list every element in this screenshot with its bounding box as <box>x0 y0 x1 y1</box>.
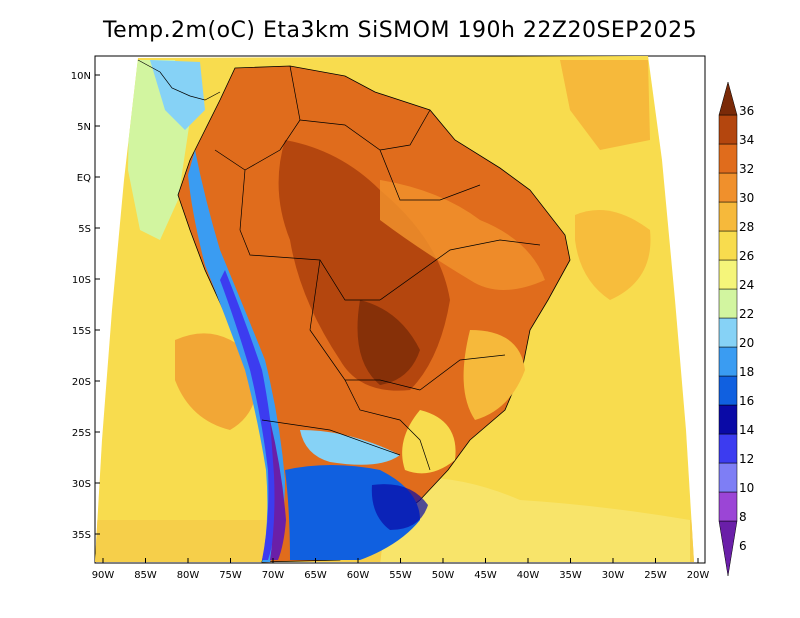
colorbar-level-label: 36 <box>739 104 754 118</box>
lon-tick-label: 40W <box>517 570 540 581</box>
colorbar-segment <box>718 143 738 174</box>
south-brazil-area <box>402 410 456 474</box>
lon-tick-label: 35W <box>559 570 582 581</box>
latitude-axis: 10N 5N EQ 5S 10S 15S 20S 25S 30S 35S <box>71 71 100 541</box>
hot-interior-core <box>278 140 450 391</box>
uruguay-cold <box>371 484 428 530</box>
colorbar-level-label: 6 <box>739 539 747 553</box>
colorbar-level-label: 32 <box>739 162 754 176</box>
colorbar-level-label: 14 <box>739 423 754 437</box>
lon-tick-label: 55W <box>389 570 412 581</box>
lat-tick-label: 15S <box>72 326 91 337</box>
southeast-brazil-area <box>463 330 525 420</box>
colorbar-level-label: 20 <box>739 336 754 350</box>
south-america-landmass <box>177 65 571 563</box>
colorbar-level-label: 34 <box>739 133 754 147</box>
lon-tick-label: 20W <box>687 570 710 581</box>
lat-tick-label: 10N <box>71 71 91 82</box>
border-brazil-states-south <box>419 354 506 391</box>
colorbar-segment <box>718 433 738 464</box>
border-peru-brazil <box>239 169 380 301</box>
colorbar-level-label: 24 <box>739 278 754 292</box>
lat-tick-label: 25S <box>72 428 91 439</box>
lon-tick-label: 30W <box>602 570 625 581</box>
atlantic-warm-area-2 <box>575 210 651 300</box>
south-atlantic-cool <box>380 477 690 562</box>
colorbar-segment-low <box>718 520 738 577</box>
lat-tick-label: 35S <box>72 530 91 541</box>
colorbar-segment <box>718 491 738 522</box>
lat-tick-label: EQ <box>77 173 91 184</box>
colorbar-level-label: 12 <box>739 452 754 466</box>
atlantic-warm-area <box>560 60 650 150</box>
colorbar: 6 8 10 12 14 16 18 20 22 24 26 28 30 32 34 36 <box>718 81 754 577</box>
colorbar-segment <box>718 259 738 290</box>
lat-tick-label: 5S <box>78 224 91 235</box>
border-brazil-states-north <box>379 239 541 301</box>
lon-tick-label: 25W <box>644 570 667 581</box>
colorbar-level-label: 18 <box>739 365 754 379</box>
colorbar-segment <box>718 404 738 435</box>
andes-cool-ridge <box>188 150 285 562</box>
colorbar-level-label: 26 <box>739 249 754 263</box>
colorbar-segment <box>718 230 738 261</box>
andes-coldest <box>270 420 286 560</box>
colorbar-segment <box>718 462 738 493</box>
colorbar-level-label: 22 <box>739 307 754 321</box>
border-colombia <box>214 65 301 171</box>
colorbar-level-label: 10 <box>739 481 754 495</box>
central-america-outline <box>137 59 221 101</box>
pampas-mild <box>300 430 400 465</box>
lon-tick-label: 65W <box>304 570 327 581</box>
colorbar-level-label: 8 <box>739 510 747 524</box>
lat-tick-label: 20S <box>72 377 91 388</box>
lon-tick-label: 90W <box>92 570 115 581</box>
country-borders <box>214 65 541 471</box>
colorbar-segment <box>718 201 738 232</box>
andes-cold-core <box>220 270 277 560</box>
lon-tick-label: 50W <box>432 570 455 581</box>
colorbar-level-label: 16 <box>739 394 754 408</box>
colorbar-segment <box>718 346 738 377</box>
border-guyanas <box>379 149 481 201</box>
colorbar-segment <box>718 317 738 348</box>
colorbar-segment-high <box>718 81 738 116</box>
colorbar-level-label: 28 <box>739 220 754 234</box>
colorbar-segment <box>718 114 738 145</box>
northeast-warm-area <box>380 180 545 290</box>
lat-tick-label: 30S <box>72 479 91 490</box>
border-chile-argentina <box>261 419 401 456</box>
lon-tick-label: 75W <box>219 570 242 581</box>
lon-tick-label: 80W <box>177 570 200 581</box>
border-paraguay-argentina <box>344 379 431 471</box>
colorbar-segment <box>718 288 738 319</box>
longitude-axis: 90W 85W 80W 75W 70W 65W 60W 55W 50W 45W 40W 35W 30W 2… <box>92 558 710 581</box>
lat-tick-label: 10S <box>72 275 91 286</box>
lon-tick-label: 70W <box>262 570 285 581</box>
map-title: Temp.2m(oC) Eta3km SiSMOM 190h 22Z20SEP2… <box>102 18 698 43</box>
lon-tick-label: 45W <box>474 570 497 581</box>
colorbar-segment <box>718 172 738 203</box>
lon-tick-label: 85W <box>134 570 157 581</box>
lat-tick-label: 5N <box>77 122 91 133</box>
pacific-warm-blob <box>175 333 258 430</box>
lon-tick-label: 60W <box>347 570 370 581</box>
isthmus-outline <box>137 59 221 101</box>
colorbar-segment <box>718 375 738 406</box>
colorbar-level-label: 30 <box>739 191 754 205</box>
hottest-spot <box>357 300 420 385</box>
